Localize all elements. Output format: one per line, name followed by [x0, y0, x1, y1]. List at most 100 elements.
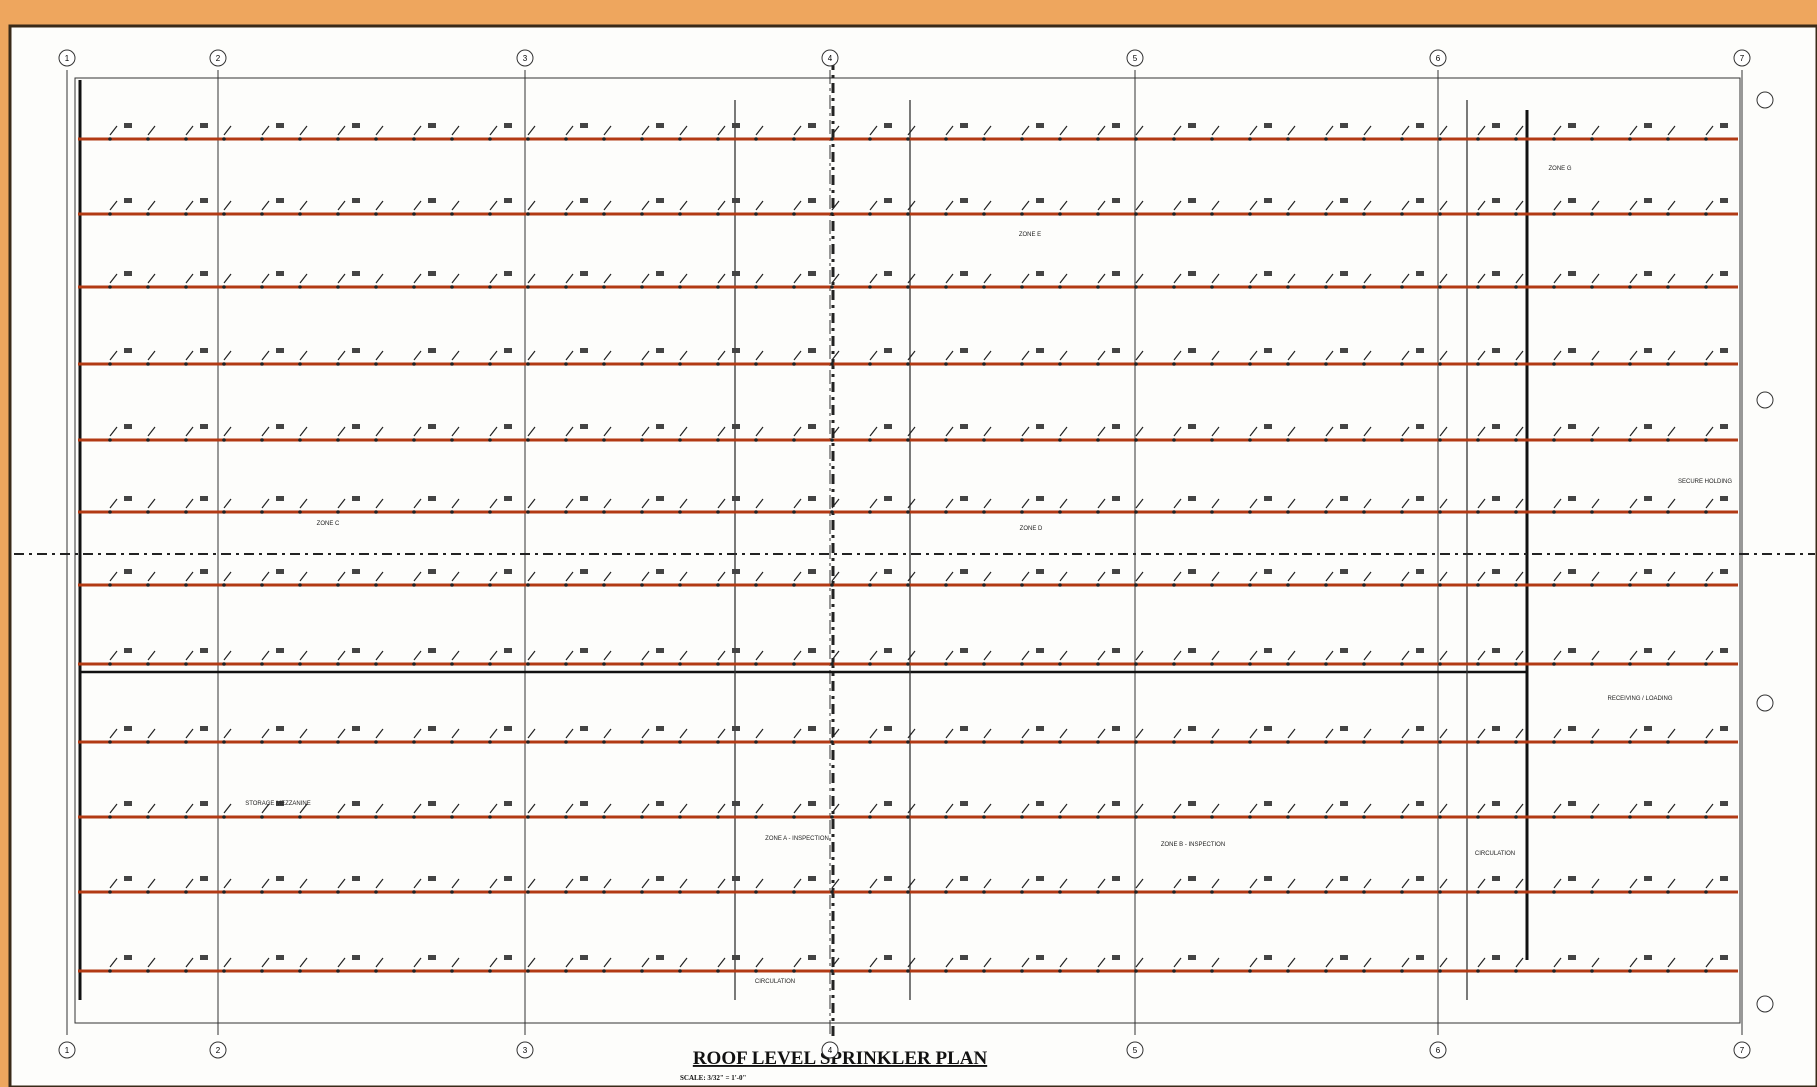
label-block [1188, 496, 1196, 501]
sprinkler-dot [1438, 662, 1442, 666]
sprinkler-dot [982, 583, 986, 587]
sprinkler-dot [1514, 583, 1518, 587]
label-block [1416, 496, 1424, 501]
sprinkler-head [603, 571, 612, 582]
sprinkler-dot [944, 510, 948, 514]
sprinkler-head [983, 571, 992, 582]
sprinkler-dot [1552, 740, 1556, 744]
sprinkler-head [1059, 200, 1068, 211]
grid-bubble-label: 3 [523, 54, 528, 63]
label-block [504, 955, 512, 960]
sprinkler-head [1363, 350, 1372, 361]
sprinkler-head [1363, 878, 1372, 889]
label-block [1492, 569, 1500, 574]
sprinkler-head [1135, 571, 1144, 582]
sprinkler-head [451, 571, 460, 582]
label-block [808, 569, 816, 574]
sprinkler-dot [1400, 815, 1404, 819]
label-block [200, 955, 208, 960]
sprinkler-head [185, 728, 194, 739]
sprinkler-dot [982, 438, 986, 442]
sprinkler-head [109, 650, 118, 661]
sprinkler-dot [564, 362, 568, 366]
sprinkler-dot [1628, 583, 1632, 587]
sprinkler-dot [412, 285, 416, 289]
sprinkler-head [603, 650, 612, 661]
sprinkler-head [983, 728, 992, 739]
sprinkler-dot [1210, 212, 1214, 216]
label-block [1720, 198, 1728, 203]
sprinkler-head [983, 273, 992, 284]
sprinkler-head [831, 426, 840, 437]
sprinkler-dot [108, 815, 112, 819]
sprinkler-head [1363, 125, 1372, 136]
sprinkler-dot [792, 438, 796, 442]
sprinkler-dot [108, 212, 112, 216]
label-block [428, 801, 436, 806]
sprinkler-head [641, 650, 650, 661]
sprinkler-dot [1590, 662, 1594, 666]
label-block [960, 198, 968, 203]
label-block [200, 726, 208, 731]
sprinkler-dot [1248, 438, 1252, 442]
sprinkler-dot [944, 362, 948, 366]
sprinkler-head [831, 728, 840, 739]
grid-bubble-label: 6 [1436, 54, 1441, 63]
sprinkler-head [375, 273, 384, 284]
label-block [1720, 424, 1728, 429]
sprinkler-dot [1096, 438, 1100, 442]
sprinkler-dot [184, 285, 188, 289]
label-block [1188, 876, 1196, 881]
sprinkler-head [945, 957, 954, 968]
sprinkler-head [1401, 803, 1410, 814]
sprinkler-dot [868, 890, 872, 894]
sprinkler-dot [1172, 969, 1176, 973]
sprinkler-dot [1704, 510, 1708, 514]
sprinkler-head [527, 803, 536, 814]
sprinkler-head [527, 273, 536, 284]
sprinkler-head [223, 803, 232, 814]
sprinkler-dot [526, 815, 530, 819]
label-block [884, 348, 892, 353]
sprinkler-dot [1400, 362, 1404, 366]
label-block [352, 424, 360, 429]
sprinkler-dot [1058, 438, 1062, 442]
grid-bubble [209, 49, 227, 67]
label-block [1644, 955, 1652, 960]
sprinkler-head [945, 650, 954, 661]
sprinkler-head [1021, 125, 1030, 136]
sprinkler-head [1477, 957, 1486, 968]
sprinkler-head [641, 728, 650, 739]
sprinkler-head [983, 350, 992, 361]
sprinkler-dot [222, 815, 226, 819]
sprinkler-dot [1096, 815, 1100, 819]
sprinkler-head [109, 200, 118, 211]
sprinkler-head [983, 498, 992, 509]
plan-title: ROOF LEVEL SPRINKLER PLAN [693, 1048, 988, 1069]
sprinkler-head [641, 273, 650, 284]
sprinkler-dot [1666, 969, 1670, 973]
sprinkler-head [337, 803, 346, 814]
sprinkler-dot [1134, 890, 1138, 894]
sprinkler-dot [1400, 510, 1404, 514]
sprinkler-dot [1324, 662, 1328, 666]
sprinkler-dot [1324, 510, 1328, 514]
sprinkler-dot [1324, 212, 1328, 216]
sprinkler-head [679, 426, 688, 437]
label-block [1416, 726, 1424, 731]
sprinkler-head [565, 728, 574, 739]
label-block [276, 496, 284, 501]
sprinkler-head [565, 803, 574, 814]
sprinkler-head [1097, 273, 1106, 284]
sprinkler-head [1363, 273, 1372, 284]
sprinkler-dot [982, 740, 986, 744]
sprinkler-head [413, 125, 422, 136]
sprinkler-dot [1400, 740, 1404, 744]
label-block [352, 198, 360, 203]
sprinkler-head [603, 803, 612, 814]
label-block [1188, 424, 1196, 429]
sprinkler-dot [792, 362, 796, 366]
sprinkler-dot [336, 662, 340, 666]
label-block [352, 123, 360, 128]
label-block [580, 496, 588, 501]
